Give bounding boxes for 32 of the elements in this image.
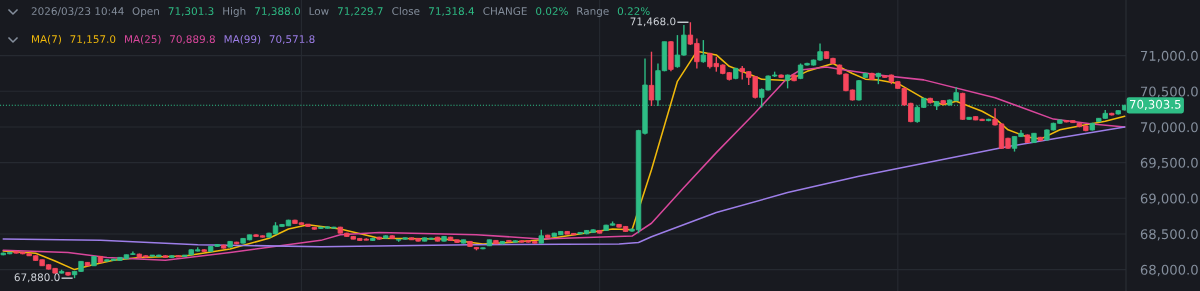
text: MA(25)	[125, 34, 161, 45]
annotation: 70,571.8	[269, 35, 315, 45]
annotation: 71,157.0	[70, 35, 116, 45]
text: MA(99)	[224, 34, 261, 45]
annotation: 0.22%	[617, 7, 650, 16]
y-tick-label: 69,000.0	[1140, 193, 1198, 205]
ref-line-label: 70,303.5	[1129, 99, 1181, 110]
annotation: 0.02%	[536, 7, 568, 16]
annotation: Low	[309, 7, 329, 16]
annotation: CHANGE	[483, 7, 527, 16]
annotation: 2026/03/23 10:44	[31, 7, 124, 16]
annotation: 71,318.4	[429, 7, 475, 17]
annotation: Range	[577, 7, 609, 18]
y-tick-label: 70,000.0	[1140, 122, 1198, 134]
annotation: Open	[132, 7, 159, 18]
annotation: 67,880.0	[14, 273, 60, 283]
y-tick-label: 68,000.0	[1140, 264, 1198, 277]
annotation: 71,301.3	[168, 7, 214, 17]
y-tick-label: 68,500.0	[1140, 229, 1198, 241]
annotation: High	[223, 6, 246, 18]
annotation: Close	[392, 6, 420, 16]
y-tick-label: 69,500.0	[1140, 157, 1198, 170]
text: MA(7)	[32, 34, 61, 45]
candlestick	[700, 39, 707, 64]
annotation: 70,889.8	[170, 35, 215, 45]
y-tick-label: 71,000.0	[1140, 50, 1198, 63]
y-tick-label: 70,500.0	[1140, 86, 1198, 98]
line-series	[2, 126, 1126, 248]
candlestick	[648, 51, 655, 107]
annotation: 71,388.0	[255, 7, 300, 17]
annotation: 71,229.7	[337, 7, 383, 17]
annotation: 71,468.0	[630, 17, 676, 27]
